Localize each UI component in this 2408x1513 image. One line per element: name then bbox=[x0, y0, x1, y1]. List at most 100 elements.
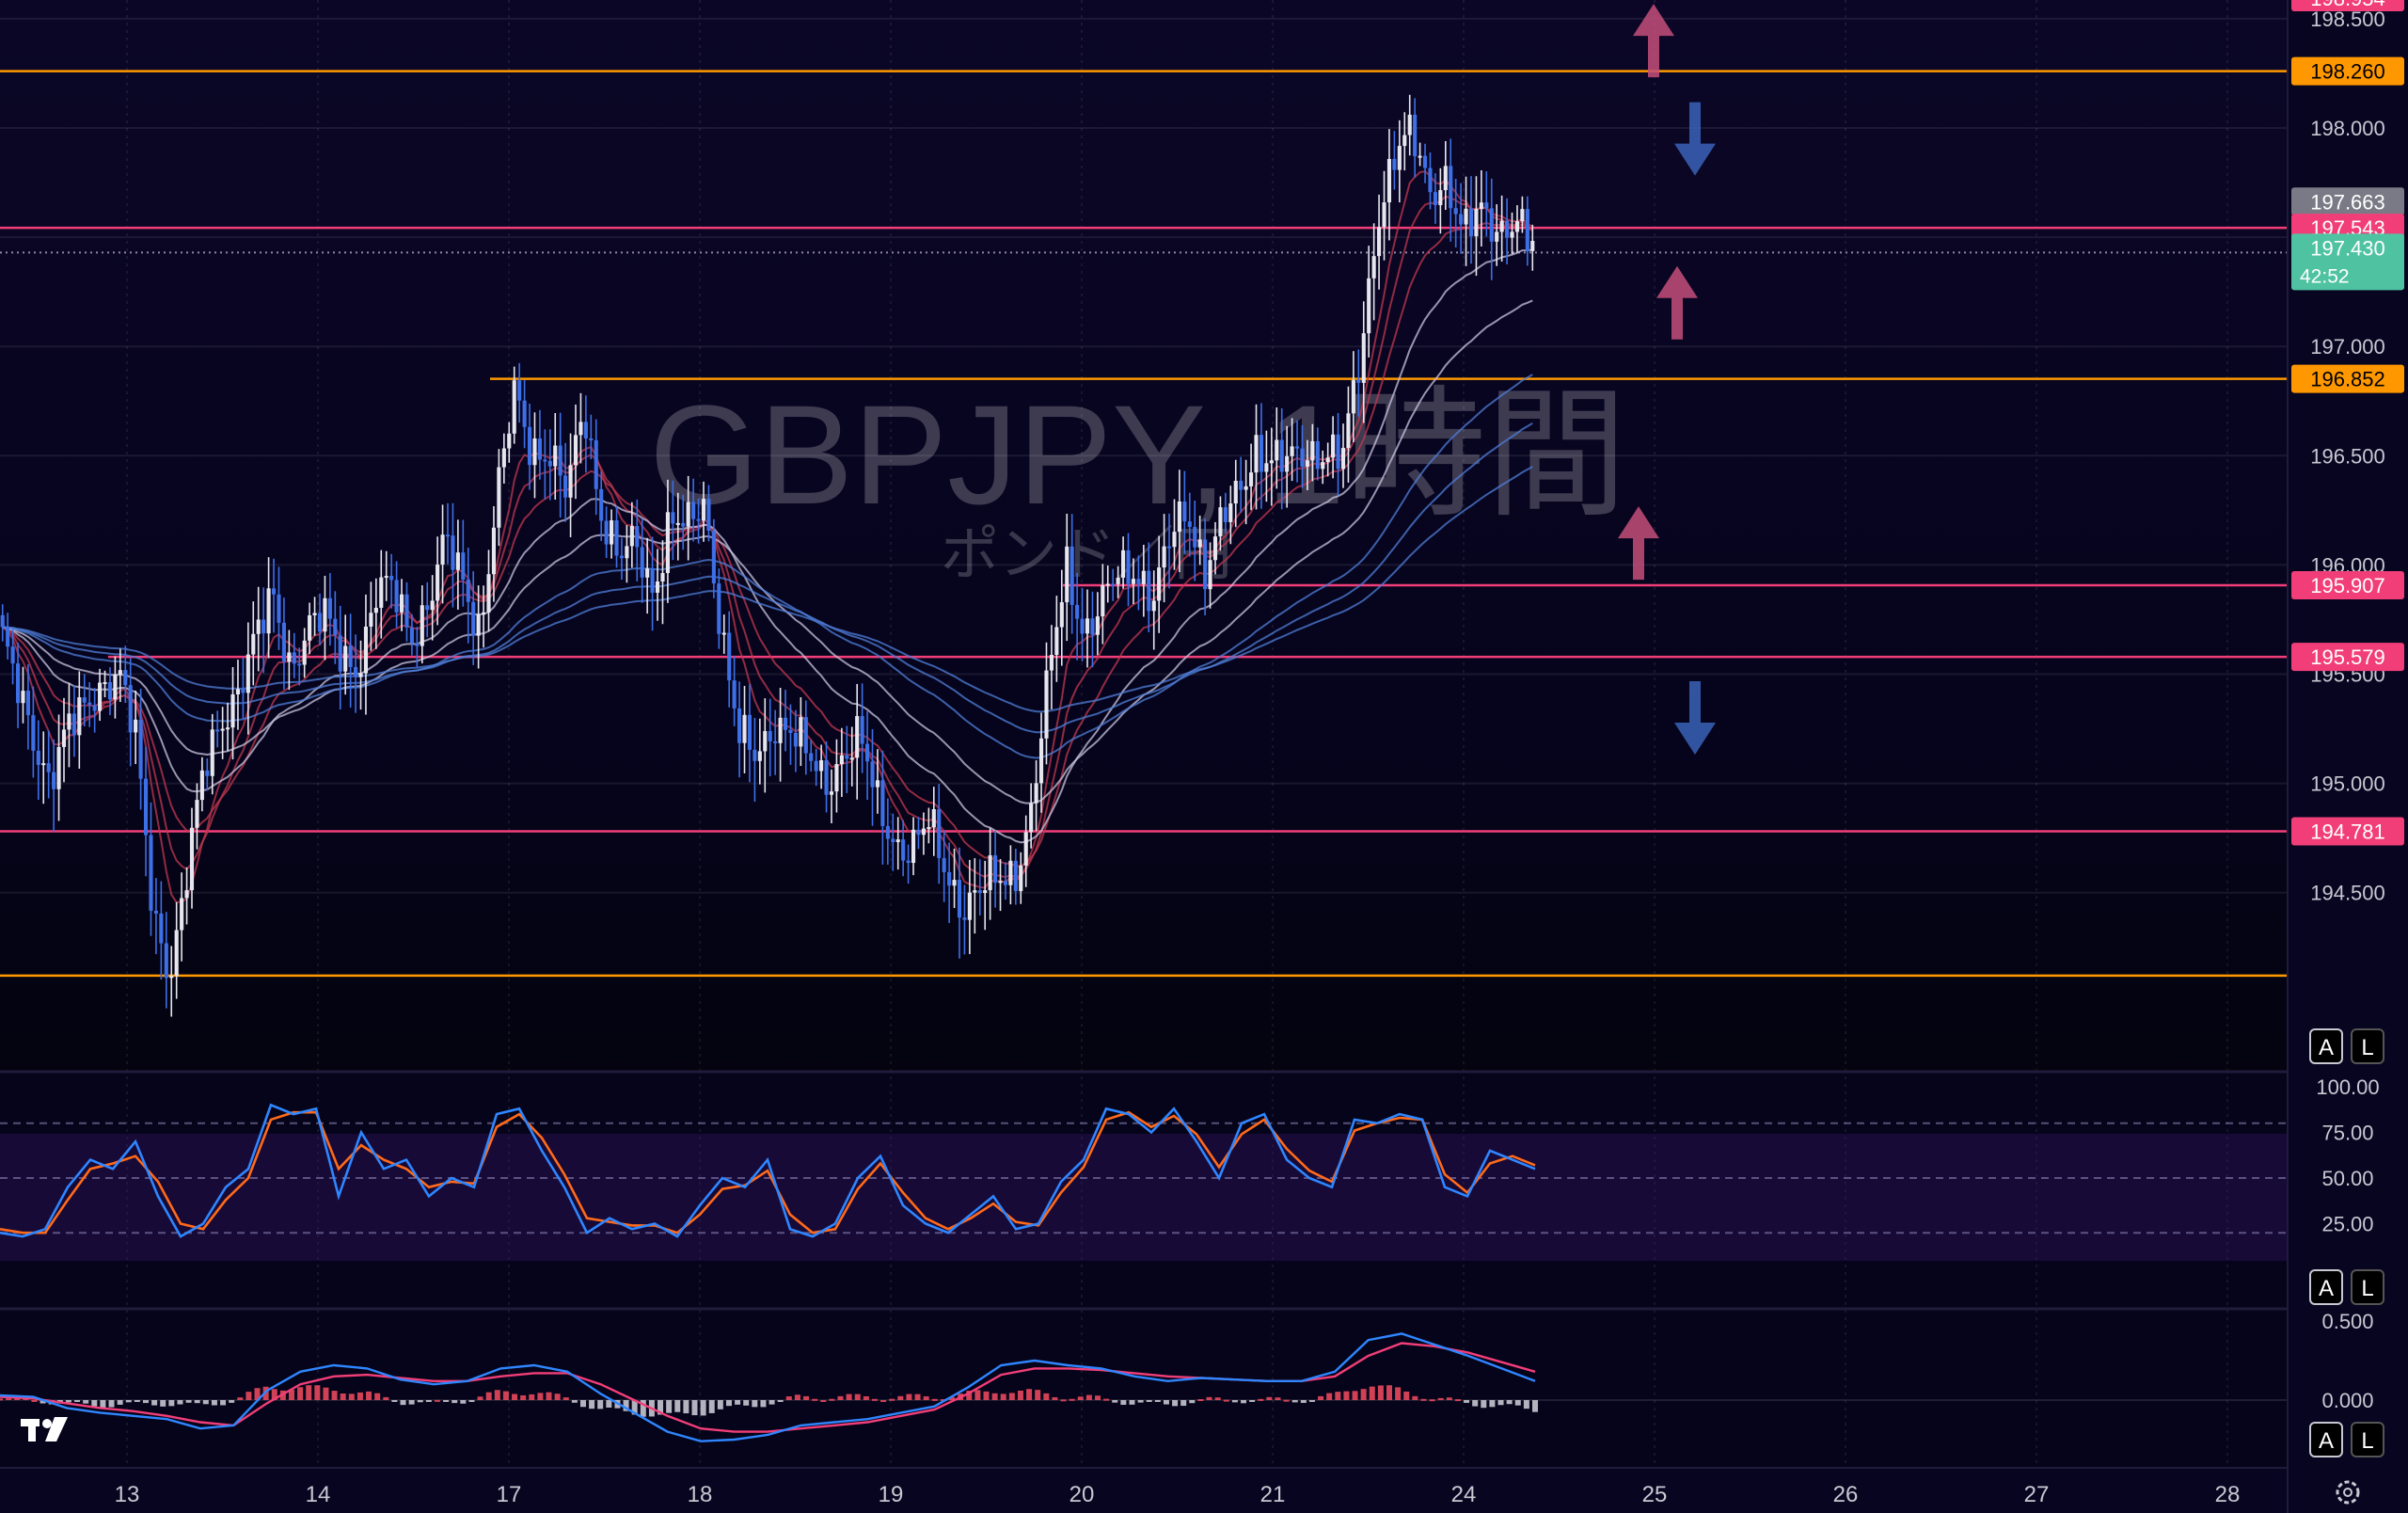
macd-histogram-bar bbox=[1489, 1400, 1496, 1408]
logo-dot bbox=[42, 1419, 52, 1428]
stoch-k-line bbox=[0, 1103, 1536, 1238]
candle-body bbox=[486, 574, 491, 613]
macd-histogram-bar bbox=[185, 1400, 192, 1403]
log-scale-label: L bbox=[2361, 1035, 2373, 1060]
price-scale-buttons: A L bbox=[2309, 1028, 2384, 1064]
candle-body bbox=[752, 749, 757, 761]
macd-histogram-bar bbox=[803, 1395, 810, 1400]
macd-scale-buttons: A L bbox=[2309, 1422, 2384, 1457]
candle-body bbox=[1371, 256, 1376, 279]
candle-body bbox=[461, 552, 466, 580]
macd-histogram-bar bbox=[331, 1391, 338, 1400]
candle-body bbox=[834, 764, 839, 792]
candle-body bbox=[696, 518, 701, 521]
candle-body bbox=[1510, 231, 1514, 238]
candle-body bbox=[149, 835, 153, 911]
price-label-box bbox=[2291, 56, 2404, 86]
auto-scale-button[interactable] bbox=[2309, 1269, 2343, 1305]
candle-body bbox=[1315, 440, 1320, 470]
stoch-d-line bbox=[0, 1110, 1536, 1234]
time-axis[interactable]: 13 14 17 18 19 20 21 24 25 26 27 28 bbox=[115, 1482, 2241, 1507]
macd-histogram-bar bbox=[1464, 1400, 1470, 1403]
log-scale-button[interactable] bbox=[2351, 1422, 2384, 1457]
log-scale-button[interactable] bbox=[2351, 1269, 2384, 1305]
candle-body bbox=[824, 759, 829, 795]
candle-body bbox=[814, 760, 818, 772]
candle-body bbox=[277, 594, 281, 623]
ema-line bbox=[2, 374, 1533, 759]
candle-body bbox=[906, 860, 911, 864]
candle-body bbox=[1459, 214, 1464, 225]
macd-histogram-bar bbox=[83, 1400, 89, 1404]
macd-histogram-bar bbox=[65, 1400, 71, 1403]
auto-scale-button[interactable] bbox=[2309, 1028, 2343, 1064]
time-tick-label: 27 bbox=[2024, 1482, 2050, 1507]
candle-body bbox=[1336, 434, 1340, 470]
macd-histogram-bar bbox=[194, 1400, 200, 1404]
candle-body bbox=[52, 772, 56, 789]
macd-histogram-bar bbox=[262, 1386, 269, 1400]
candle-body bbox=[415, 643, 420, 646]
macd-histogram-bar bbox=[1360, 1389, 1367, 1400]
candle-body bbox=[527, 426, 532, 466]
macd-histogram-bar bbox=[931, 1398, 938, 1401]
candle-body bbox=[1013, 860, 1018, 892]
horizontal-levels bbox=[0, 70, 2288, 978]
stoch-tick-label: 25.00 bbox=[2321, 1213, 2373, 1236]
macd-histogram-bar bbox=[74, 1400, 81, 1402]
macd-histogram-bar bbox=[1386, 1385, 1393, 1400]
candle-body bbox=[333, 618, 338, 636]
ema-line bbox=[2, 248, 1533, 844]
macd-histogram-bar bbox=[306, 1385, 312, 1400]
macd-histogram-bar bbox=[529, 1394, 535, 1400]
macd-histogram-bar bbox=[1137, 1400, 1144, 1403]
auto-scale-button[interactable] bbox=[2309, 1422, 2343, 1457]
candle-body bbox=[205, 770, 210, 776]
macd-histogram-bar bbox=[1283, 1399, 1290, 1402]
candle-body bbox=[220, 728, 225, 731]
macd-histogram-bar bbox=[794, 1394, 800, 1400]
candle-body bbox=[199, 770, 204, 801]
arrow-up-icon bbox=[1618, 506, 1659, 581]
macd-histogram-bar bbox=[1017, 1390, 1023, 1400]
macd-histogram-bar bbox=[1446, 1397, 1452, 1400]
candle-body bbox=[404, 594, 409, 628]
candle-body bbox=[266, 588, 271, 634]
gear-icon[interactable] bbox=[2336, 1480, 2360, 1505]
ema-line bbox=[2, 299, 1533, 804]
auto-scale-label: A bbox=[2319, 1428, 2334, 1454]
candle-body bbox=[640, 547, 644, 578]
macd-histogram-bar bbox=[0, 1398, 3, 1401]
candle-body bbox=[1361, 333, 1366, 383]
candle-body bbox=[1193, 527, 1197, 548]
candle-body bbox=[977, 890, 982, 894]
candle-body bbox=[107, 682, 113, 700]
candle-body bbox=[537, 438, 542, 460]
candle-body bbox=[1356, 380, 1361, 383]
candle-body bbox=[215, 729, 220, 732]
candle-body bbox=[788, 729, 793, 733]
macd-histogram-bar bbox=[589, 1400, 595, 1409]
candle-body bbox=[773, 741, 778, 743]
candle-body bbox=[1131, 579, 1136, 584]
price-label-text: 196.852 bbox=[2310, 368, 2385, 391]
log-scale-button[interactable] bbox=[2351, 1028, 2384, 1064]
candle-body bbox=[466, 579, 470, 602]
candle-body bbox=[619, 555, 625, 559]
macd-histogram-bar bbox=[820, 1399, 827, 1402]
macd-histogram-bar bbox=[314, 1385, 321, 1400]
stoch-tick-label: 50.00 bbox=[2321, 1167, 2373, 1190]
candle-body bbox=[1029, 803, 1034, 833]
candle-body bbox=[517, 380, 522, 401]
tradingview-logo[interactable] bbox=[21, 1417, 68, 1441]
macd-histogram-bar bbox=[1291, 1400, 1298, 1403]
macd-histogram-bar bbox=[691, 1400, 698, 1416]
candle-body bbox=[1479, 202, 1483, 210]
candle-body bbox=[1279, 439, 1284, 472]
candle-body bbox=[880, 780, 885, 826]
candle-body bbox=[578, 422, 583, 436]
macd-histogram-bar bbox=[708, 1400, 715, 1413]
candle-body bbox=[937, 809, 942, 858]
time-tick-label: 14 bbox=[306, 1482, 331, 1507]
